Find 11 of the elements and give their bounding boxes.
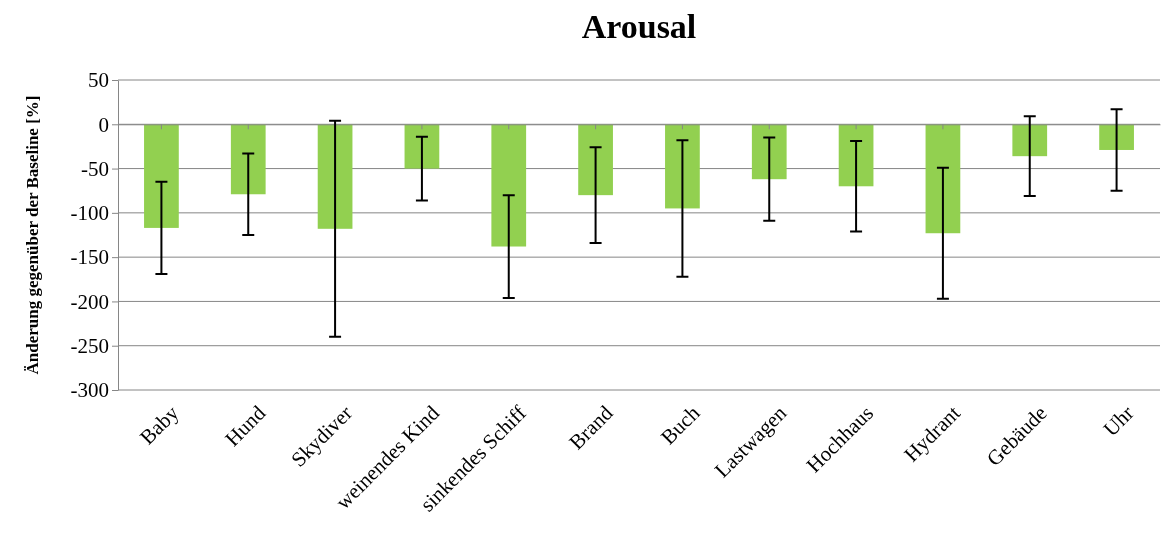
y-tick-label: -100 — [70, 201, 109, 226]
y-tick-label: -50 — [81, 156, 109, 181]
y-tick-label: 0 — [98, 112, 109, 137]
y-tick-label: -150 — [70, 245, 109, 270]
y-tick-label: -300 — [70, 378, 109, 403]
y-tick-label: -200 — [70, 289, 109, 314]
y-tick-label: 50 — [88, 68, 109, 93]
y-axis-title: Änderung gegenüber der Baseline [%] — [23, 95, 42, 375]
x-tick-label: Uhr — [1098, 400, 1139, 442]
chart-title: Arousal — [581, 8, 697, 45]
y-tick-label: -250 — [70, 333, 109, 358]
